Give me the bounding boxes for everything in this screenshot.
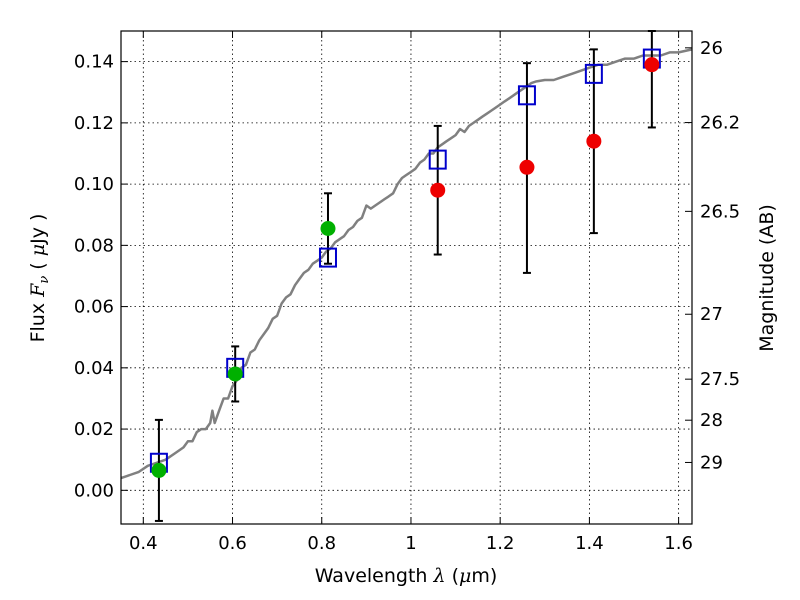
y-tick-label: 0.10 <box>74 174 114 195</box>
plot-frame <box>120 30 693 525</box>
x-tick-label: 0.4 <box>129 533 158 554</box>
y-tick-label: 0.04 <box>74 358 114 379</box>
tick-labels: 0.4 0.6 0.8 1 1.2 1.4 1.6 0.00 0.02 0.04 0.06 0.08 0… <box>74 38 740 554</box>
model-spectrum-layer <box>120 48 693 480</box>
y2-tick-label: 29 <box>700 452 723 473</box>
detection-point <box>227 366 243 382</box>
grid-lines <box>121 31 692 524</box>
y2-tick-label: 27.5 <box>700 369 740 390</box>
observed-point <box>644 57 660 73</box>
y-tick-label: 0.14 <box>74 52 114 73</box>
detection-point <box>320 221 336 237</box>
y2-axis-label: Magnitude (AB) <box>756 204 778 352</box>
x-tick-label: 0.8 <box>307 533 336 554</box>
y2-tick-label: 26 <box>700 38 723 59</box>
x-tick-label: 1.2 <box>486 533 515 554</box>
x-axis-label: Wavelength λ (μm) <box>315 565 498 587</box>
y2-tick-label: 28 <box>700 410 723 431</box>
y-tick-label: 0.08 <box>74 235 114 256</box>
observed-point <box>430 182 446 198</box>
x-tick-label: 0.6 <box>218 533 247 554</box>
y-tick-label: 0.02 <box>74 419 114 440</box>
y-tick-label: 0.06 <box>74 297 114 318</box>
y-tick-label: 0.00 <box>74 480 114 501</box>
model-spectrum-line <box>120 48 693 480</box>
error-bar-layer <box>154 30 656 522</box>
y2-tick-label: 26.2 <box>700 113 740 134</box>
y2-tick-label: 26.5 <box>700 201 740 222</box>
model-flux-square <box>318 247 337 268</box>
model-flux-square <box>428 149 447 170</box>
detection-point <box>151 462 167 478</box>
x-tick-label: 1.4 <box>575 533 604 554</box>
model-flux-square <box>517 85 536 106</box>
axis-ticks <box>121 31 692 524</box>
observed-point <box>519 159 535 175</box>
x-tick-label: 1 <box>405 533 416 554</box>
model-flux-square <box>584 63 603 84</box>
y-axis-label: Flux Fν ( μJy ) <box>27 214 52 343</box>
y-tick-label: 0.12 <box>74 113 114 134</box>
marker-layer <box>149 48 661 478</box>
x-tick-label: 1.6 <box>664 533 693 554</box>
observed-point <box>586 133 602 149</box>
y2-tick-label: 27 <box>700 304 723 325</box>
